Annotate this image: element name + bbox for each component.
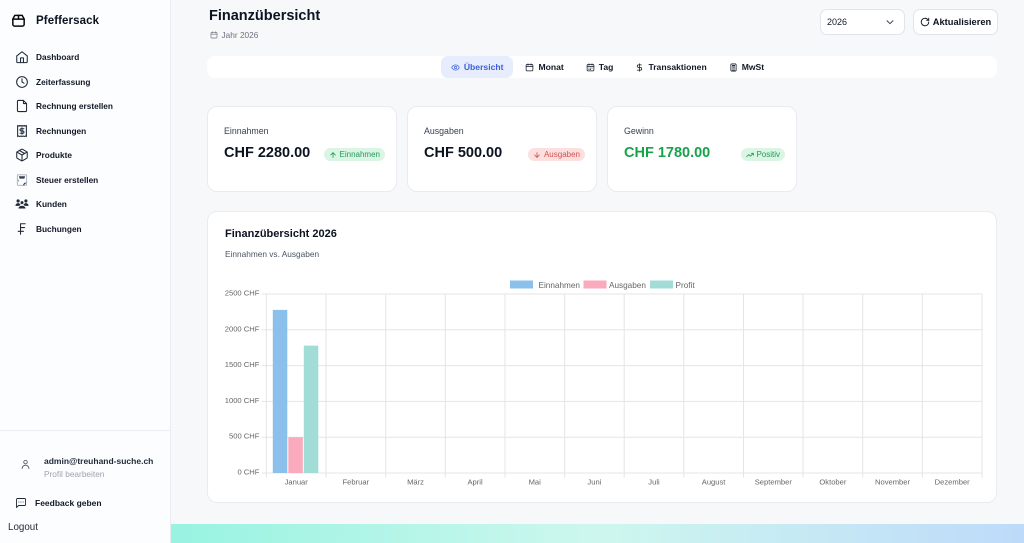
svg-text:1000 CHF: 1000 CHF [225, 396, 260, 405]
svg-text:Mai: Mai [529, 478, 542, 487]
svg-text:März: März [407, 478, 424, 487]
svg-text:Februar: Februar [343, 478, 370, 487]
svg-text:Einnahmen: Einnahmen [539, 281, 581, 290]
svg-text:Profit: Profit [676, 281, 696, 290]
svg-text:Januar: Januar [285, 478, 309, 487]
svg-text:Juni: Juni [587, 478, 601, 487]
svg-text:Juli: Juli [648, 478, 660, 487]
svg-text:2500 CHF: 2500 CHF [225, 289, 260, 298]
svg-text:April: April [467, 478, 483, 487]
svg-text:Oktober: Oktober [819, 478, 846, 487]
svg-text:November: November [875, 478, 910, 487]
svg-text:2000 CHF: 2000 CHF [225, 324, 260, 333]
svg-text:Dezember: Dezember [935, 478, 970, 487]
svg-text:Ausgaben: Ausgaben [609, 281, 646, 290]
svg-text:0 CHF: 0 CHF [237, 468, 259, 477]
svg-text:500 CHF: 500 CHF [229, 432, 260, 441]
svg-text:1500 CHF: 1500 CHF [225, 360, 260, 369]
svg-text:August: August [702, 478, 727, 487]
svg-text:September: September [755, 478, 793, 487]
